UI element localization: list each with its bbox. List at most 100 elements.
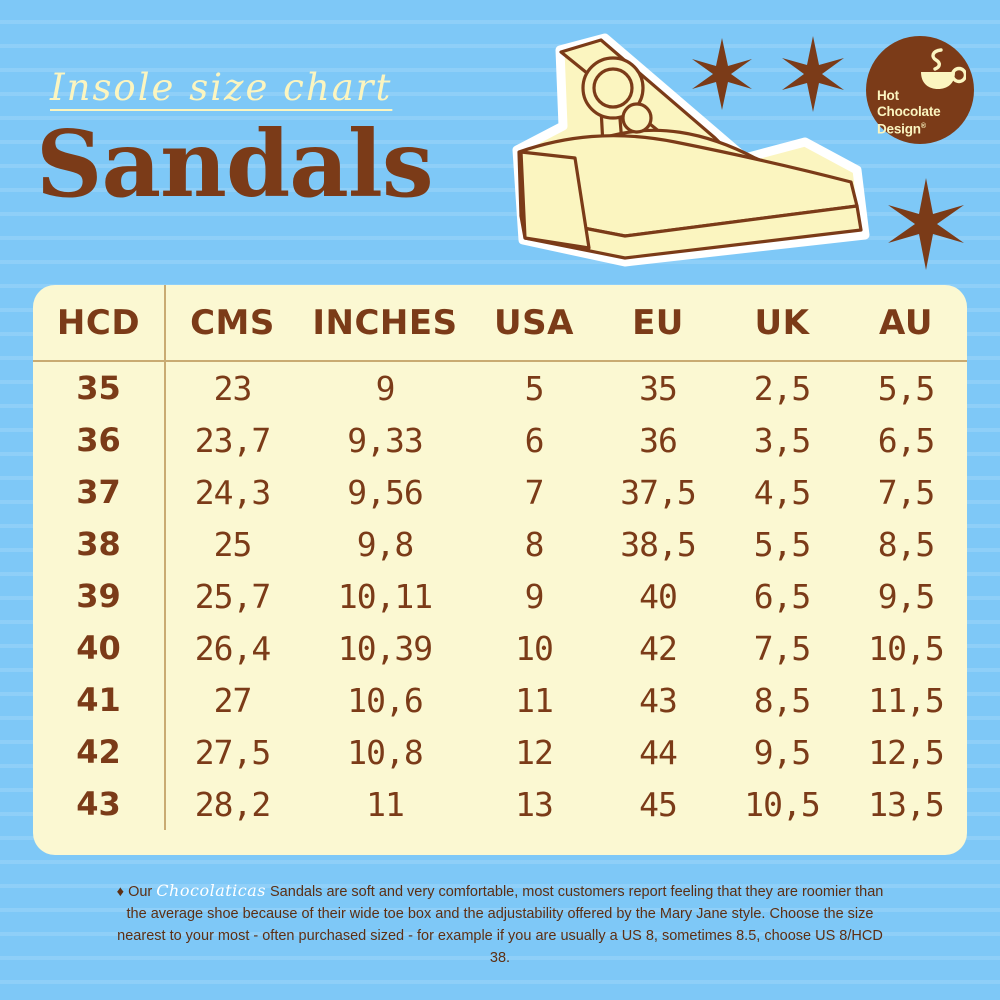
cell-au: 6,5: [877, 420, 936, 460]
footnote-text-before: Our: [128, 884, 153, 900]
cell-uk: 6,5: [753, 576, 812, 616]
cell-cms: 27,5: [194, 732, 271, 772]
cell-eu: 40: [639, 576, 678, 616]
cell-au: 8,5: [877, 524, 936, 564]
cell-usa: 11: [515, 680, 554, 720]
cell-eu: 45: [639, 784, 678, 824]
cell-eu: 35: [639, 368, 678, 408]
cell-hcd: 42: [33, 726, 166, 778]
cell-uk: 7,5: [753, 628, 812, 668]
cell-usa: 6: [524, 420, 545, 460]
cell-au: 5,5: [877, 368, 936, 408]
table-row: 35 23 9 5 35 2,5 5,5: [33, 361, 967, 414]
table-row: 38 25 9,8 8 38,5 5,5 8,5: [33, 518, 967, 570]
cell-usa: 7: [524, 472, 545, 512]
cell-usa: 13: [515, 784, 554, 824]
cell-au: 10,5: [868, 628, 944, 668]
cell-uk: 5,5: [753, 524, 812, 564]
cell-usa: 5: [524, 368, 545, 408]
cell-usa: 9: [524, 576, 545, 616]
cell-cms: 27: [213, 680, 253, 720]
column-header-usa: USA: [471, 285, 597, 362]
column-header-eu: EU: [597, 285, 719, 362]
cell-inches: 9,8: [356, 524, 415, 564]
cell-eu: 42: [639, 628, 678, 668]
star-icon: [888, 178, 964, 270]
cell-cms: 23,7: [194, 420, 271, 460]
cell-cms: 28,2: [194, 784, 271, 824]
size-chart-panel: HCD CMS INCHES USA EU UK AU 35 23 9 5 35 2,5 5…: [33, 285, 967, 855]
registered-mark: ®: [920, 123, 926, 130]
footnote-text-after: Sandals are soft and very comfortable, m…: [117, 884, 884, 966]
cell-hcd: 37: [33, 466, 166, 518]
column-header-uk: UK: [719, 285, 845, 362]
cell-inches: 9,33: [347, 420, 423, 460]
column-header-au: AU: [845, 285, 967, 362]
table-row: 40 26,4 10,39 10 42 7,5 10,5: [33, 622, 967, 674]
page-subtitle: Insole size chart: [50, 66, 393, 109]
cell-inches: 10,11: [337, 576, 433, 616]
cell-hcd: 36: [33, 414, 166, 466]
column-header-inches: INCHES: [299, 285, 471, 362]
table-row: 37 24,3 9,56 7 37,5 4,5 7,5: [33, 466, 967, 518]
table-body: 35 23 9 5 35 2,5 5,5 36 23,7 9,33 6 36 3,5 6,5 37 24,…: [33, 361, 967, 830]
cell-hcd: 40: [33, 622, 166, 674]
cell-usa: 8: [524, 524, 545, 564]
cell-eu: 36: [639, 420, 678, 460]
chocolaticas-brand-mark: Chocolaticas: [156, 881, 266, 900]
table-row: 36 23,7 9,33 6 36 3,5 6,5: [33, 414, 967, 466]
cell-inches: 11: [366, 784, 405, 824]
cell-uk: 4,5: [753, 472, 812, 512]
cell-eu: 38,5: [620, 524, 696, 564]
logo-text: Hot Chocolate Design®: [877, 88, 965, 137]
cell-au: 12,5: [868, 732, 944, 772]
cell-inches: 9: [375, 368, 396, 408]
cell-usa: 10: [515, 628, 554, 668]
insole-size-chart-table: HCD CMS INCHES USA EU UK AU 35 23 9 5 35 2,5 5…: [33, 285, 967, 830]
steaming-cup-icon: [921, 48, 966, 89]
star-icon: [782, 36, 844, 112]
table-row: 43 28,2 11 13 45 10,5 13,5: [33, 778, 967, 830]
cell-uk: 10,5: [744, 784, 820, 824]
cell-au: 11,5: [868, 680, 944, 720]
page-title: Sandals: [36, 110, 434, 218]
column-header-hcd: HCD: [33, 285, 166, 362]
cell-inches: 10,39: [337, 628, 433, 668]
logo-line-2: Chocolate: [877, 103, 941, 119]
cell-inches: 10,8: [347, 732, 423, 772]
footnote: ♦ Our Chocolaticas Sandals are soft and …: [110, 880, 890, 969]
cell-hcd: 38: [33, 518, 166, 570]
table-row: 42 27,5 10,8 12 44 9,5 12,5: [33, 726, 967, 778]
cell-hcd: 43: [33, 778, 166, 830]
table-row: 39 25,7 10,11 9 40 6,5 9,5: [33, 570, 967, 622]
cell-uk: 8,5: [753, 680, 812, 720]
cell-cms: 25: [213, 524, 253, 564]
column-header-cms: CMS: [165, 285, 299, 362]
cell-cms: 23: [213, 368, 253, 408]
cell-eu: 37,5: [620, 472, 696, 512]
table-row: 41 27 10,6 11 43 8,5 11,5: [33, 674, 967, 726]
cell-uk: 3,5: [753, 420, 812, 460]
cell-au: 13,5: [868, 784, 944, 824]
cell-cms: 25,7: [194, 576, 271, 616]
cell-usa: 12: [515, 732, 554, 772]
logo-line-1: Hot: [877, 88, 899, 103]
cell-eu: 44: [639, 732, 678, 772]
wedge-sandal-illustration: [512, 33, 870, 267]
footnote-bullet: ♦: [116, 884, 125, 900]
cell-inches: 9,56: [347, 472, 423, 512]
cell-uk: 9,5: [753, 732, 812, 772]
logo-line-3: Design: [877, 121, 921, 137]
cell-cms: 24,3: [194, 472, 271, 512]
brand-logo[interactable]: Hot Chocolate Design®: [866, 36, 974, 144]
star-icon: [692, 38, 752, 110]
cell-hcd: 39: [33, 570, 166, 622]
cell-au: 7,5: [877, 472, 936, 512]
table-header-row: HCD CMS INCHES USA EU UK AU: [33, 285, 967, 362]
cell-cms: 26,4: [194, 628, 271, 668]
cell-hcd: 35: [33, 361, 166, 414]
cell-hcd: 41: [33, 674, 166, 726]
cell-inches: 10,6: [347, 680, 423, 720]
cell-uk: 2,5: [753, 368, 812, 408]
cell-eu: 43: [639, 680, 678, 720]
